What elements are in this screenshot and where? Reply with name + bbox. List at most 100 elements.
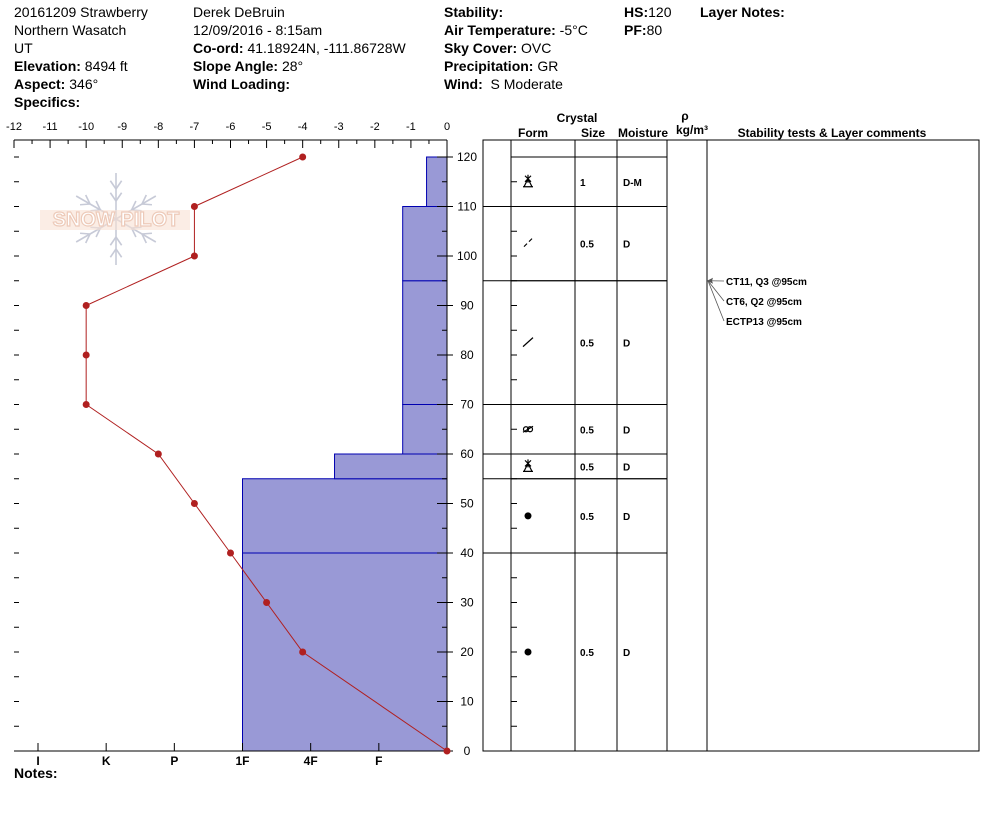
- hardness-tick-label: 1F: [235, 754, 249, 768]
- surface-hoar-icon: [523, 174, 533, 188]
- hardness-bar: [334, 453, 448, 480]
- elevation-value: 8494 ft: [84, 58, 128, 74]
- flake-arm: [75, 218, 117, 243]
- flake-branch: [115, 248, 123, 258]
- surface-hoar-strokes: [523, 459, 533, 472]
- observation-datetime: 12/09/2016 - 8:15am: [193, 22, 323, 38]
- slope-value: 28°: [281, 58, 304, 74]
- temperature-point: [190, 252, 198, 260]
- temp-tick-label: -10: [78, 121, 94, 133]
- layer-size: 0.5: [580, 512, 594, 523]
- layer-notes-label: Layer Notes:: [700, 4, 785, 20]
- snowflake-icon: [75, 173, 157, 265]
- aspect-value: 346°: [69, 76, 99, 92]
- flake-branch: [95, 227, 102, 238]
- flake-branch: [141, 232, 153, 235]
- temperature-point: [154, 450, 162, 458]
- precip-label: Precipitation:: [444, 58, 534, 74]
- flake-branch: [141, 203, 153, 206]
- surface-hoar-icon: [523, 459, 533, 472]
- flake-branch: [109, 180, 117, 190]
- height-tick-label: 30: [460, 596, 474, 610]
- temp-tick-label: -3: [334, 121, 344, 133]
- temperature-point: [443, 747, 451, 755]
- specifics-row: Specifics:: [14, 93, 148, 111]
- sky-row: Sky Cover: OVC: [444, 39, 588, 57]
- flake-branch: [109, 248, 117, 258]
- stability-test-leader: [707, 280, 725, 322]
- temperature-line: [85, 156, 448, 752]
- hs-label: HS:: [624, 4, 649, 20]
- layer-size: 1: [580, 178, 586, 189]
- flake-branch: [130, 227, 137, 238]
- temperature-point: [299, 648, 307, 656]
- temperature-series: [82, 153, 451, 755]
- stability-test-label: CT11, Q3 @95cm: [726, 277, 807, 288]
- layer-moisture: D-M: [623, 178, 642, 189]
- sky-value: OVC: [521, 40, 552, 56]
- hardness-bar: [242, 478, 448, 554]
- temp-tick-label: -4: [298, 121, 308, 133]
- flake-branch: [84, 194, 91, 205]
- conditions-info: Stability: Air Temperature: -5°C Sky Cov…: [444, 3, 588, 93]
- height-tick-label: 40: [460, 546, 474, 560]
- wind-label: Wind:: [444, 76, 483, 92]
- header-moisture: Moisture: [618, 126, 668, 140]
- aspect-label: Aspect:: [14, 76, 66, 92]
- flake-branch: [131, 209, 142, 212]
- layer-size: 0.5: [580, 462, 594, 473]
- specifics-label: Specifics:: [14, 94, 81, 110]
- layer-size: 0.5: [580, 240, 594, 251]
- flake-branch: [115, 192, 123, 202]
- layer-size: 0.5: [580, 648, 594, 659]
- flake-branch: [141, 194, 148, 205]
- hardness-tick-label: K: [102, 754, 111, 768]
- site-range: Northern Wasatch: [14, 22, 127, 38]
- flake-branch: [115, 180, 123, 190]
- flake-branch: [95, 200, 102, 211]
- layer-moisture: D: [623, 512, 630, 523]
- decomposing-fragments-icon: [522, 337, 534, 348]
- observer-info: Derek DeBruin 12/09/2016 - 8:15am Co-ord…: [193, 3, 406, 93]
- coord-row: Co-ord: 41.18924N, -111.86728W: [193, 39, 406, 57]
- temp-tick-label: -11: [43, 121, 58, 133]
- height-tick-label: 10: [460, 695, 474, 709]
- air-temp-row: Air Temperature: -5°C: [444, 21, 588, 39]
- logo-band: [40, 210, 190, 230]
- layer-moisture: D: [623, 648, 630, 659]
- slope-row: Slope Angle: 28°: [193, 57, 406, 75]
- temp-tick-label: -6: [226, 121, 236, 133]
- temperature-point: [190, 500, 198, 507]
- hardness-tick-label: I: [36, 754, 39, 768]
- temp-tick-label: -8: [153, 121, 163, 133]
- hardness-bar: [402, 404, 448, 455]
- snowpilot-logo: SNOW PILOT: [40, 173, 190, 265]
- flake-branch: [90, 209, 101, 212]
- flake-arm: [115, 218, 157, 243]
- coord-label: Co-ord:: [193, 40, 244, 56]
- flake-branch: [90, 226, 101, 229]
- temp-tick-label: -5: [262, 121, 272, 133]
- rounded-grains-icon: [524, 648, 532, 656]
- hardness-bar: [242, 552, 448, 752]
- stability-test-leader: [707, 280, 725, 302]
- temp-tick-label: -12: [6, 121, 22, 133]
- height-tick-label: 80: [460, 348, 474, 362]
- flake-branch: [79, 232, 91, 235]
- flake-arm: [115, 195, 157, 220]
- flake-branch: [141, 233, 148, 244]
- arrow-icon: [707, 277, 713, 284]
- hardness-bars: [242, 156, 448, 752]
- hardness-tick-label: P: [170, 754, 178, 768]
- air-temp-value: -5°C: [559, 22, 588, 38]
- stability-row: Stability:: [444, 3, 588, 21]
- site-info: 20161209 Strawberry Northern Wasatch UT …: [14, 3, 148, 111]
- hardness-tick-label: 4F: [304, 754, 318, 768]
- temperature-point: [227, 549, 234, 557]
- flake-branch: [109, 192, 117, 202]
- layer-moisture: D: [623, 462, 630, 473]
- temp-tick-label: -7: [190, 121, 200, 133]
- height-tick-label: 20: [460, 645, 474, 659]
- flake-branch: [115, 236, 123, 246]
